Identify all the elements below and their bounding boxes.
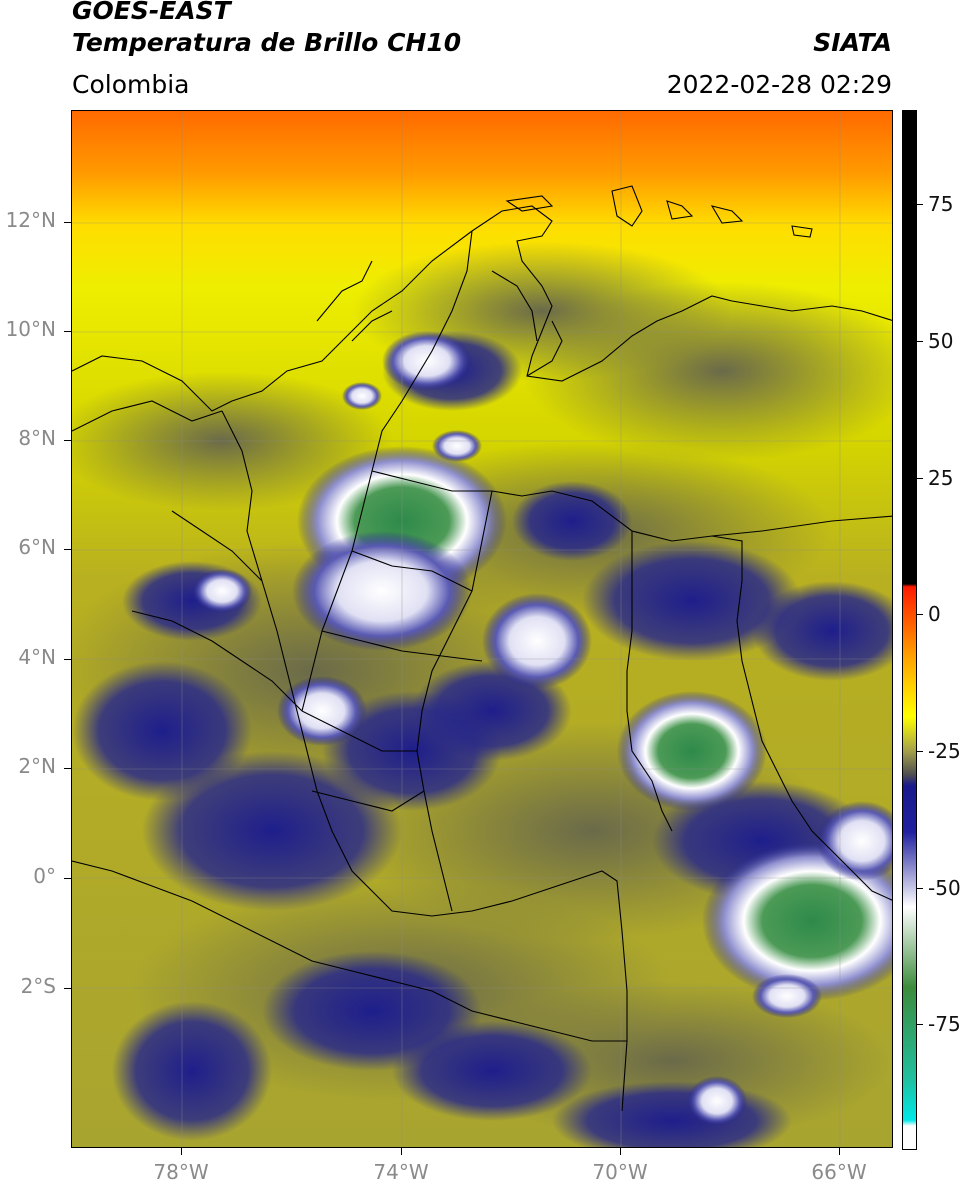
- satellite-title: GOES-EAST: [72, 0, 231, 25]
- colorbar-label-minus75: -75: [928, 1012, 961, 1036]
- colorbar-tick: [917, 478, 923, 479]
- colorbar-tick: [917, 204, 923, 205]
- colorbar-label-minus50: -50: [928, 876, 961, 900]
- lat-tick: [64, 659, 71, 660]
- brightness-temperature-map: [71, 110, 893, 1148]
- lat-label-10n: 10°N: [5, 317, 56, 341]
- lon-label-66w: 66°W: [811, 1160, 867, 1184]
- colorbar-label-minus25: -25: [928, 739, 961, 763]
- timestamp-label: 2022-02-28 02:29: [666, 70, 892, 99]
- lat-tick: [64, 222, 71, 223]
- lat-tick: [64, 768, 71, 769]
- temperature-colorbar: [902, 110, 917, 1150]
- lat-tick: [64, 878, 71, 879]
- lat-label-2n: 2°N: [18, 754, 56, 778]
- colorbar-tick: [917, 341, 923, 342]
- graticule: [72, 111, 892, 1147]
- lon-label-78w: 78°W: [153, 1160, 209, 1184]
- colorbar-tick: [917, 614, 923, 615]
- colorbar-tick: [917, 888, 923, 889]
- region-label: Colombia: [72, 70, 190, 99]
- colorbar-label-0: 0: [928, 602, 941, 626]
- lon-tick: [401, 1148, 402, 1155]
- product-title: Temperatura de Brillo CH10: [72, 28, 462, 57]
- lat-label-8n: 8°N: [18, 426, 56, 450]
- lat-tick: [64, 549, 71, 550]
- map-canvas: [72, 111, 892, 1147]
- lat-tick: [64, 331, 71, 332]
- lon-tick: [839, 1148, 840, 1155]
- lat-tick: [64, 440, 71, 441]
- colorbar-tick: [917, 751, 923, 752]
- lon-label-74w: 74°W: [373, 1160, 429, 1184]
- agency-label: SIATA: [813, 28, 892, 57]
- lon-label-70w: 70°W: [592, 1160, 648, 1184]
- colorbar-tick: [917, 1024, 923, 1025]
- lat-label-12n: 12°N: [5, 208, 56, 232]
- colorbar-label-50: 50: [928, 329, 954, 353]
- lon-tick: [181, 1148, 182, 1155]
- political-boundaries: [72, 185, 892, 1112]
- lat-label-6n: 6°N: [18, 535, 56, 559]
- lat-label-4n: 4°N: [18, 645, 56, 669]
- colorbar-label-75: 75: [928, 192, 954, 216]
- lat-label-2s: 2°S: [20, 974, 56, 998]
- colorbar-label-25: 25: [928, 466, 954, 490]
- lat-tick: [64, 988, 71, 989]
- lon-tick: [620, 1148, 621, 1155]
- lat-label-0: 0°: [33, 864, 56, 888]
